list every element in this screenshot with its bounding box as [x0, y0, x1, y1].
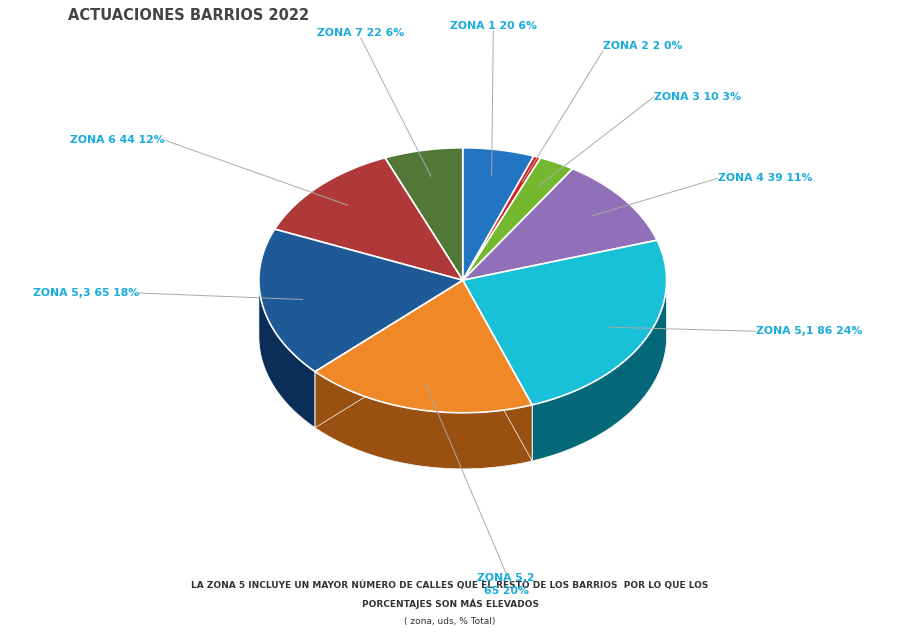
Polygon shape — [315, 371, 532, 469]
Polygon shape — [463, 240, 667, 405]
Text: PORCENTAJES SON MÁS ELEVADOS: PORCENTAJES SON MÁS ELEVADOS — [362, 599, 538, 609]
Text: ZONA 1 20 6%: ZONA 1 20 6% — [450, 20, 536, 31]
Text: ZONA 7 22 6%: ZONA 7 22 6% — [317, 28, 404, 38]
Text: ZONA 5,3 65 18%: ZONA 5,3 65 18% — [33, 288, 140, 298]
Polygon shape — [315, 280, 463, 427]
Text: ZONA 5,2
65 20%: ZONA 5,2 65 20% — [477, 573, 535, 596]
Text: ZONA 5,1 86 24%: ZONA 5,1 86 24% — [756, 326, 862, 336]
Text: ZONA 3 10 3%: ZONA 3 10 3% — [653, 92, 741, 102]
Polygon shape — [532, 280, 667, 461]
Polygon shape — [385, 148, 463, 280]
Polygon shape — [463, 280, 532, 461]
Polygon shape — [463, 169, 657, 280]
Polygon shape — [463, 158, 572, 280]
Polygon shape — [259, 281, 315, 427]
Polygon shape — [463, 280, 532, 461]
Text: ZONA 2 2 0%: ZONA 2 2 0% — [603, 41, 682, 51]
Text: ZONA 4 39 11%: ZONA 4 39 11% — [717, 173, 812, 183]
Text: ( zona, uds, % Total): ( zona, uds, % Total) — [404, 617, 496, 626]
Text: LA ZONA 5 INCLUYE UN MAYOR NÚMERO DE CALLES QUE EL RESTO DE LOS BARRIOS  POR LO : LA ZONA 5 INCLUYE UN MAYOR NÚMERO DE CAL… — [192, 581, 708, 590]
Text: ACTUACIONES BARRIOS 2022: ACTUACIONES BARRIOS 2022 — [68, 8, 309, 23]
Polygon shape — [259, 229, 463, 371]
Text: ZONA 6 44 12%: ZONA 6 44 12% — [70, 135, 165, 145]
Ellipse shape — [259, 204, 667, 469]
Polygon shape — [315, 280, 463, 427]
Polygon shape — [463, 148, 534, 280]
Polygon shape — [463, 156, 541, 280]
Polygon shape — [274, 158, 463, 280]
Polygon shape — [315, 280, 532, 413]
